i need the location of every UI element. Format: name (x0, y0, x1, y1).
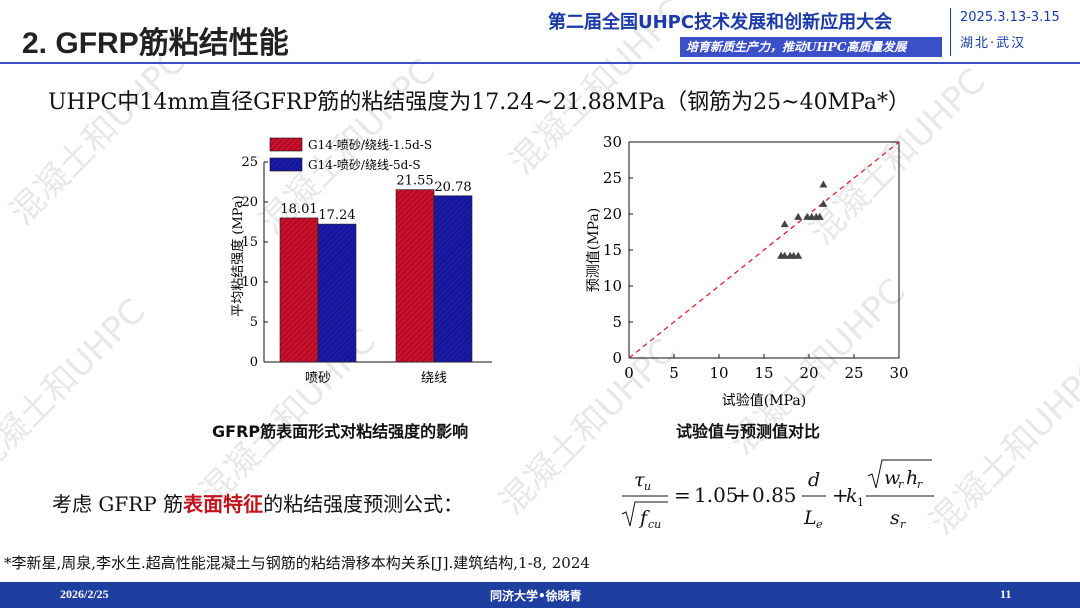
header-rule (0, 62, 1080, 64)
y-tick-label: 0 (250, 355, 258, 370)
reference-note: *李新星,周泉,李水生.超高性能混凝土与钢筋的粘结滑移本构关系[J].建筑结构,… (4, 554, 590, 572)
bar-data-label: 17.24 (318, 208, 355, 223)
bar-data-label: 21.55 (396, 174, 433, 189)
y-axis-label: 预测值(MPa) (586, 208, 602, 292)
y-tick-label: 10 (241, 275, 258, 290)
bar-data-label: 18.01 (280, 202, 317, 217)
legend-label: G14-喷砂/绕线-1.5d-S (308, 138, 432, 152)
svg-text:r: r (900, 518, 906, 531)
svg-text:+: + (832, 483, 849, 507)
legend-swatch-red (269, 137, 303, 152)
bar (433, 195, 473, 363)
x-tick-label: 喷砂 (305, 371, 331, 386)
svg-text:τ: τ (634, 469, 645, 491)
y-tick-label: 25 (241, 155, 258, 170)
svg-text:e: e (816, 518, 823, 531)
conference-slogan: 培育新质生产力，推动UHPC高质量发展 (680, 37, 942, 57)
x-tick-label: 0 (624, 364, 634, 382)
svg-text:+: + (734, 483, 751, 507)
x-tick-label: 30 (889, 364, 908, 382)
data-point (794, 212, 803, 220)
formula-highlight: 表面特征 (183, 492, 264, 516)
svg-text:u: u (644, 480, 651, 493)
svg-text:f: f (638, 507, 650, 529)
x-tick-label: 15 (754, 364, 773, 382)
y-tick-label: 25 (603, 169, 622, 187)
legend-label: G14-喷砂/绕线-5d-S (308, 158, 421, 172)
y-tick-label: 10 (603, 277, 622, 295)
bar (279, 217, 319, 363)
x-tick-label: 绕线 (421, 371, 447, 386)
data-point (819, 199, 828, 207)
y-tick-label: 15 (241, 235, 258, 250)
bar-data-label: 20.78 (434, 180, 471, 195)
formula-suffix: 的粘结强度预测公式： (263, 492, 464, 516)
svg-text:L: L (803, 507, 817, 529)
footer-date: 2026/2/25 (60, 587, 109, 601)
y-tick-label: 5 (250, 315, 258, 330)
y-tick-label: 15 (603, 241, 622, 259)
data-point (794, 251, 803, 259)
svg-text:r: r (917, 478, 923, 491)
svg-text:s: s (890, 507, 900, 529)
coefficient-2: 0.85 (752, 483, 797, 507)
bar (317, 223, 357, 363)
svg-text:=: = (674, 483, 691, 507)
header-divider (950, 8, 951, 56)
scatter-chart: 0 5 10 15 20 25 30 0 5 10 15 20 25 30 试验值(MPa) 预测值(MP… (586, 133, 909, 409)
reference-line (628, 141, 900, 359)
page-title: 2. GFRP筋粘结性能 (22, 27, 289, 60)
svg-text:1: 1 (857, 496, 864, 509)
y-tick-label: 30 (603, 133, 622, 151)
svg-text:w: w (884, 467, 900, 489)
conference-date: 2025.3.13-3.15 (960, 10, 1060, 25)
x-axis-label: 试验值(MPa) (722, 393, 806, 409)
data-point (780, 220, 789, 228)
watermark-text: 混凝土和UHPC (2, 41, 194, 233)
x-tick-label: 5 (669, 364, 679, 382)
svg-text:h: h (906, 467, 918, 489)
legend-swatch-blue (269, 157, 303, 172)
headline-text: UHPC中14mm直径GFRP筋的粘结强度为17.24~21.88MPa（钢筋为… (48, 90, 911, 115)
svg-text:cu: cu (648, 518, 661, 531)
y-tick-label: 0 (612, 349, 622, 367)
right-chart-caption: 试验值与预测值对比 (676, 422, 821, 441)
x-tick-label: 20 (799, 364, 818, 382)
conference-place: 湖北·武汉 (960, 36, 1027, 51)
data-point (819, 180, 828, 188)
footer-author: 同济大学•徐晓青 (490, 589, 582, 603)
watermark-text: 混凝土和UHPC (0, 291, 154, 483)
y-tick-label: 20 (603, 205, 622, 223)
coefficient-1: 1.05 (694, 483, 739, 507)
left-chart-caption: GFRP筋表面形式对粘结强度的影响 (212, 422, 469, 441)
bar-chart: 0 5 10 15 20 25 18.01 17.24 喷砂 21.55 20.78 绕线 G14-喷… (230, 137, 492, 386)
page-number: 11 (1000, 587, 1012, 601)
formula-description: 考虑 GFRP 筋表面特征的粘结强度预测公式： (52, 488, 463, 517)
data-point (780, 251, 789, 259)
y-tick-label: 20 (241, 195, 258, 210)
conference-title: 第二届全国UHPC技术发展和创新应用大会 (548, 12, 893, 33)
svg-text:d: d (808, 469, 820, 491)
y-tick-label: 5 (612, 313, 622, 331)
bar (395, 189, 435, 363)
data-point (815, 212, 824, 220)
footer-bar (0, 582, 1080, 608)
y-axis-label: 平均粘结强度 (MPa) (230, 195, 246, 317)
bond-strength-equation: τ u f cu = 1.05 + 0.85 d L e + k 1 w r h… (621, 459, 934, 531)
x-tick-label: 25 (844, 364, 863, 382)
svg-text:k: k (846, 485, 858, 507)
formula-prefix: 考虑 GFRP 筋 (52, 492, 184, 516)
x-tick-label: 10 (709, 364, 728, 382)
svg-text:r: r (898, 478, 904, 491)
